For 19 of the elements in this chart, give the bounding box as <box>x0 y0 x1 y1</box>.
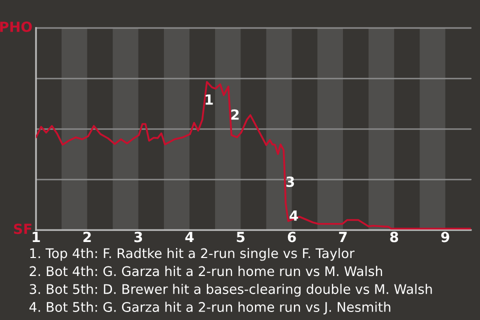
text: 1. Top 4th: F. Radtke hit a 2-run single vs F. Taylor <box>30 248 355 261</box>
x-tick-label: 1 <box>32 232 40 242</box>
text: PHO <box>0 22 32 32</box>
annotation: 1 <box>206 94 213 105</box>
annotation: 2 <box>231 109 239 120</box>
x-tick-label: 5 <box>236 232 245 242</box>
text: 3. Bot 5th: D. Brewer hit a bases-clearing double vs M. Walsh <box>30 284 432 297</box>
x-tick-label: 2 <box>83 232 91 242</box>
x-tick-label: 6 <box>288 232 296 242</box>
x-tick-label: 8 <box>390 232 398 242</box>
x-tick-label: 7 <box>339 232 347 242</box>
text: 4. Bot 5th: G. Garza hit a 2-run home run vs J. Nesmith <box>29 302 390 314</box>
x-tick-label: 4 <box>185 232 194 242</box>
x-tick-label: 3 <box>134 232 142 242</box>
text: 2. Bot 4th: G. Garza hit a 2-run home run vs M. Walsh <box>30 266 382 276</box>
x-tick-label: 9 <box>441 232 450 242</box>
annotation: 4 <box>290 210 298 221</box>
text: SF <box>14 224 32 234</box>
annotation: 3 <box>286 176 294 187</box>
